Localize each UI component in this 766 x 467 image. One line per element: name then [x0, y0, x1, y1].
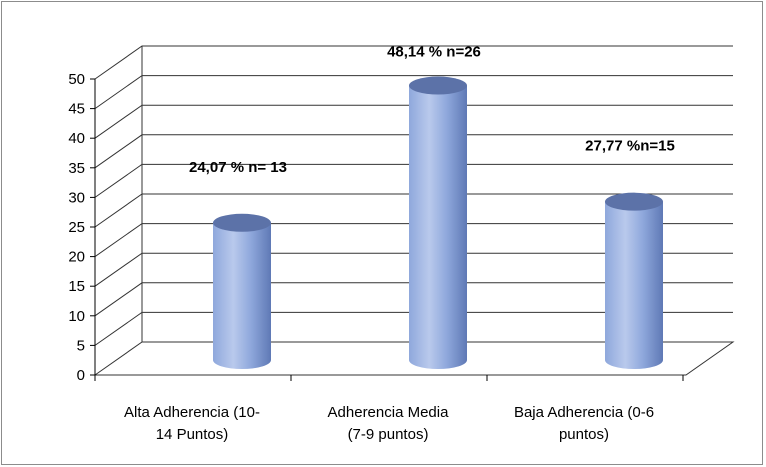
x-tick-label: 14 Puntos) [156, 426, 229, 443]
x-tick-label: puntos) [559, 426, 609, 443]
x-axis-labels: Alta Adherencia (10- 14 Puntos) Adherencia… [124, 404, 654, 443]
gridline [94, 252, 733, 287]
gridline [94, 134, 733, 169]
gridlines [93, 45, 735, 376]
gridline [94, 75, 733, 110]
floor [93, 341, 735, 376]
bar-body [409, 85, 467, 369]
bar-body [213, 222, 271, 369]
bar-top [605, 192, 663, 211]
y-axis: 0 5 10 15 20 25 30 35 40 45 50 [68, 71, 684, 384]
bar [605, 192, 663, 369]
y-tick-label: 45 [68, 101, 85, 118]
y-tick-label: 35 [68, 160, 85, 177]
x-tick-label: Alta Adherencia (10- [124, 404, 260, 421]
y-tick-label: 0 [77, 367, 85, 384]
y-tick-label: 20 [68, 249, 85, 266]
gridline [94, 163, 733, 198]
y-tick-label: 40 [68, 130, 85, 147]
bar [213, 213, 271, 369]
data-label: 27,77 %n=15 [585, 138, 675, 155]
gridline [94, 104, 733, 139]
gridline [94, 193, 733, 228]
y-tick-label: 15 [68, 278, 85, 295]
gridline [94, 282, 733, 317]
bar-top [409, 76, 467, 95]
bar-body [605, 201, 663, 369]
data-labels: 24,07 % n= 13 48,14 % n=26 27,77 %n=15 [189, 44, 675, 176]
data-label: 48,14 % n=26 [387, 44, 481, 61]
x-tick-label: Adherencia Media [328, 404, 450, 421]
bar [409, 76, 467, 369]
y-tick-label: 5 [77, 337, 85, 354]
y-tick-label: 10 [68, 308, 85, 325]
bars [213, 76, 663, 369]
bar-top [213, 213, 271, 232]
gridline [94, 223, 733, 258]
y-tick-label: 50 [68, 71, 85, 88]
y-tick-label: 30 [68, 189, 85, 206]
data-label: 24,07 % n= 13 [189, 159, 287, 176]
x-tick-label: (7-9 puntos) [348, 426, 429, 443]
gridline [94, 311, 733, 346]
y-tick-label: 25 [68, 219, 85, 236]
gridline [94, 45, 733, 80]
x-tick-label: Baja Adherencia (0-6 [514, 404, 654, 421]
